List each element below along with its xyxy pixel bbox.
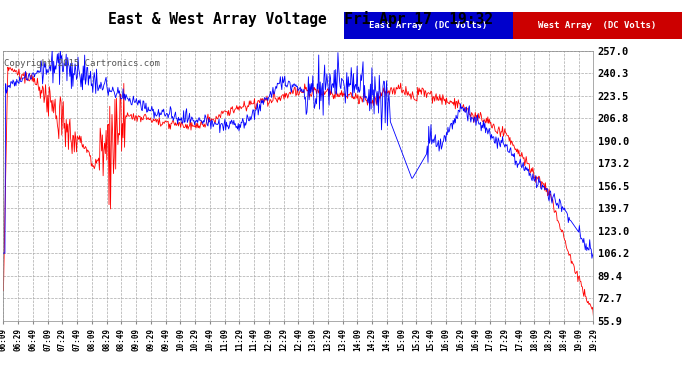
- Text: Copyright 2015 Cartronics.com: Copyright 2015 Cartronics.com: [4, 59, 160, 68]
- Text: West Array  (DC Volts): West Array (DC Volts): [538, 21, 656, 30]
- Text: East & West Array Voltage  Fri Apr 17  19:32: East & West Array Voltage Fri Apr 17 19:…: [108, 11, 493, 27]
- Text: East Array  (DC Volts): East Array (DC Volts): [369, 21, 487, 30]
